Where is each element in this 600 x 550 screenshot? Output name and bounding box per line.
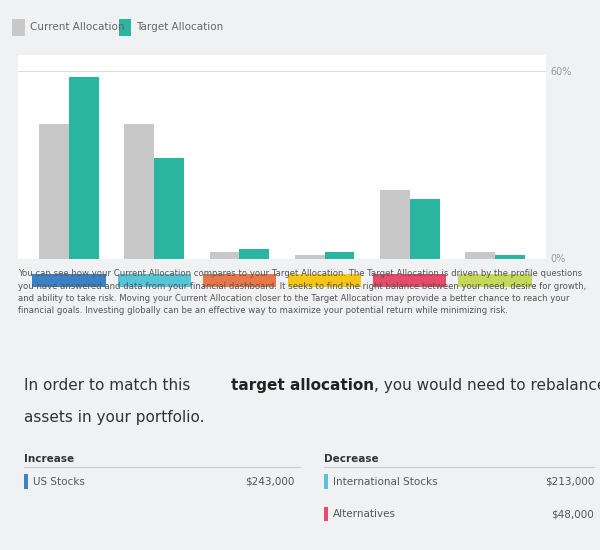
- Text: $213,000: $213,000: [545, 477, 594, 487]
- Text: $243,000: $243,000: [245, 477, 294, 487]
- Bar: [495, 255, 525, 258]
- Bar: [154, 158, 184, 258]
- Bar: [69, 77, 99, 258]
- Bar: [465, 252, 495, 258]
- Bar: [203, 274, 276, 287]
- Text: Increase: Increase: [24, 454, 74, 464]
- Text: US Stocks: US Stocks: [33, 477, 85, 487]
- Bar: [39, 124, 69, 258]
- Text: assets in your portfolio.: assets in your portfolio.: [24, 410, 205, 425]
- Bar: [380, 190, 410, 258]
- Text: Decrease: Decrease: [324, 454, 379, 464]
- Bar: [24, 475, 28, 489]
- Bar: [324, 507, 328, 521]
- Bar: [12, 19, 25, 36]
- Bar: [288, 274, 361, 287]
- Bar: [32, 274, 106, 287]
- Bar: [118, 274, 191, 287]
- Text: $48,000: $48,000: [551, 509, 594, 519]
- Bar: [373, 274, 446, 287]
- Text: target allocation: target allocation: [231, 378, 374, 393]
- Text: , you would need to rebalance the: , you would need to rebalance the: [374, 378, 600, 393]
- Bar: [124, 124, 154, 258]
- Bar: [239, 249, 269, 258]
- Text: You can see how your Current Allocation compares to your Target Allocation. The : You can see how your Current Allocation …: [18, 270, 586, 315]
- Text: Alternatives: Alternatives: [333, 509, 396, 519]
- Bar: [458, 274, 532, 287]
- Text: Current Allocation: Current Allocation: [31, 23, 125, 32]
- Text: International Stocks: International Stocks: [333, 477, 437, 487]
- Bar: [410, 199, 440, 258]
- Bar: [324, 475, 328, 489]
- Bar: [325, 252, 355, 258]
- Bar: [119, 19, 131, 36]
- Text: In order to match this: In order to match this: [24, 378, 195, 393]
- Bar: [295, 255, 325, 258]
- Bar: [209, 252, 239, 258]
- Text: Target Allocation: Target Allocation: [136, 23, 223, 32]
